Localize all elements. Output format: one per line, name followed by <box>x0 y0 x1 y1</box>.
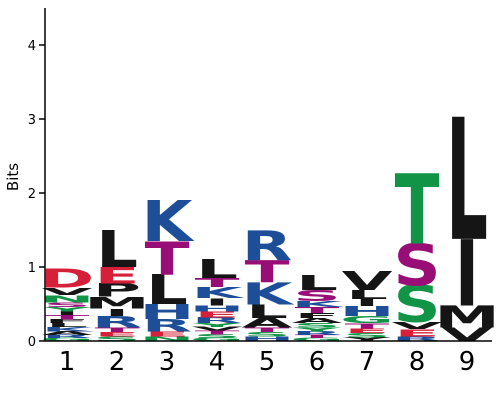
y-tick-label: 1 <box>28 261 36 276</box>
residue-letter: M <box>84 294 149 313</box>
residue-letter: S <box>343 332 390 339</box>
residue-letter: S <box>193 333 240 339</box>
residue-letter: R <box>42 334 93 339</box>
axes <box>44 8 492 342</box>
residue-letter: K <box>242 277 296 313</box>
y-tick-label: 3 <box>28 113 36 128</box>
residue-letter: S <box>393 233 440 299</box>
residue-letter: P <box>93 280 141 301</box>
residue-letter: G <box>190 337 244 342</box>
residue-letter: I <box>355 297 379 309</box>
residue-letter: E <box>145 330 190 338</box>
residue-letter: G <box>40 337 94 342</box>
residue-letter: V <box>342 267 393 297</box>
y-tick-label: 0 <box>28 335 36 350</box>
residue-letter: N <box>139 336 194 343</box>
x-position-label: 9 <box>459 347 476 377</box>
residue-letter: E <box>195 310 240 319</box>
x-position-label: 6 <box>309 347 326 377</box>
residue-letter: S <box>93 336 140 343</box>
residue-letter: K <box>42 326 96 333</box>
residue-letter: L <box>296 272 338 295</box>
residue-letter: V <box>392 320 444 332</box>
residue-letter: S <box>293 287 340 305</box>
residue-letter: R <box>392 336 443 343</box>
residue-letter: H <box>239 336 294 343</box>
residue-letter: T <box>245 327 290 334</box>
residue-letter: H <box>340 304 395 319</box>
residue-letter: T <box>395 155 440 267</box>
residue-letter: T <box>95 327 140 334</box>
residue-letter: E <box>95 262 140 288</box>
residue-letter: F <box>295 312 340 320</box>
residue-letter: S <box>43 301 90 308</box>
x-position-label: 4 <box>209 347 226 377</box>
residue-letter: T <box>245 255 290 291</box>
residue-letter: L <box>246 301 288 322</box>
residue-letter: I <box>55 310 79 316</box>
residue-letter: L <box>196 255 238 285</box>
residue-letter: T <box>45 314 90 321</box>
residue-letter: A <box>292 317 343 325</box>
residue-letter: L <box>96 220 138 279</box>
residue-letter: V <box>192 326 243 332</box>
residue-letter: Y <box>342 336 393 342</box>
residue-letter: K <box>142 190 196 255</box>
residue-letter: L <box>146 266 188 314</box>
residue-letter: R <box>142 316 193 336</box>
residue-letter: H <box>189 304 244 313</box>
x-position-label: 1 <box>59 347 76 377</box>
y-tick-label: 4 <box>28 39 36 54</box>
residue-letter: L <box>46 322 88 328</box>
residue-letter: V <box>42 286 94 298</box>
residue-letter: G <box>290 337 344 342</box>
residue-letter: E <box>95 331 140 338</box>
residue-letter: E <box>395 327 440 339</box>
residue-letter: Y <box>192 322 243 328</box>
residue-letter: R <box>192 316 243 325</box>
residue-letter: S <box>243 331 290 338</box>
y-tick-label: 2 <box>28 187 36 202</box>
x-position-label: 7 <box>359 347 376 377</box>
residue-letter: T <box>195 330 240 336</box>
axis-ticks: 0 1 2 3 4 1 2 3 4 5 6 7 8 9 <box>28 39 476 377</box>
residue-letter: R <box>92 313 143 332</box>
residue-letter: T <box>195 276 240 290</box>
residue-letter: I <box>455 221 479 328</box>
residue-letter: R <box>242 222 293 270</box>
residue-letter: Y <box>42 306 93 313</box>
residue-letter: G <box>340 314 394 326</box>
residue-letter: T <box>295 306 340 315</box>
residue-letter: E <box>345 327 390 334</box>
residue-letter: A <box>242 316 293 331</box>
residue-letter: T <box>345 322 390 330</box>
x-position-label: 3 <box>159 347 176 377</box>
residue-letter: S <box>293 322 340 329</box>
residue-letter: F <box>45 319 90 325</box>
x-position-label: 8 <box>409 347 426 377</box>
residue-letter: A <box>42 330 93 336</box>
residue-letter: I <box>105 307 129 319</box>
residue-letter: I <box>205 296 229 308</box>
residue-letter: S <box>393 275 440 334</box>
x-position-label: 5 <box>259 347 276 377</box>
residue-letter: L <box>346 288 388 302</box>
residue-letter: K <box>292 300 345 309</box>
x-position-label: 2 <box>109 347 126 377</box>
letter-stacks: GRAKLFTIYSNVDSETRIMPELNERHLTKGSTVYREHIKT… <box>40 85 500 346</box>
residue-letter: D <box>40 264 95 294</box>
residue-letter: L <box>446 85 488 280</box>
residue-letter: N <box>40 293 95 305</box>
residue-letter: T <box>295 334 340 339</box>
residue-letter: H <box>140 300 195 323</box>
residue-letter: V <box>442 324 494 345</box>
residue-letter: M <box>434 300 499 336</box>
residue-letter: R <box>292 330 343 336</box>
y-axis-title: Bits <box>4 163 22 191</box>
residue-letter: K <box>192 284 246 302</box>
residue-letter: Y <box>292 327 343 333</box>
residue-letter: T <box>145 232 190 285</box>
